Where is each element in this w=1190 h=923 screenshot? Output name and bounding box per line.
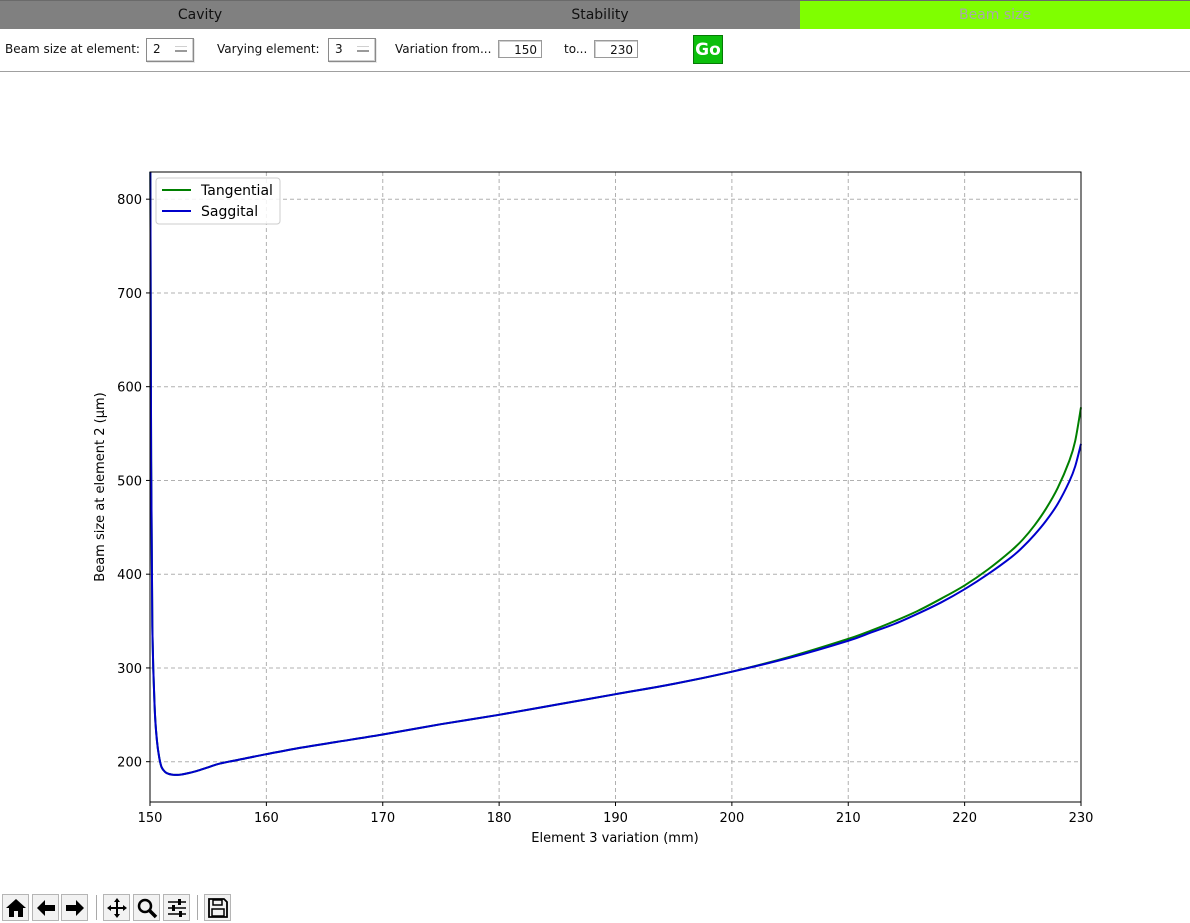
zoom-button[interactable] bbox=[133, 894, 160, 921]
go-button[interactable]: Go bbox=[693, 35, 723, 64]
pan-icon bbox=[107, 898, 127, 918]
variation-from-label: Variation from... bbox=[395, 42, 492, 56]
x-tick-label: 150 bbox=[138, 811, 163, 826]
beam-size-chart: 150 160 170 180 190 200 210 220 230 200 300 400 500… bbox=[93, 171, 1094, 846]
x-axis-label: Element 3 variation (mm) bbox=[531, 831, 698, 846]
x-tick-label: 160 bbox=[254, 811, 279, 826]
forward-button[interactable] bbox=[61, 894, 88, 921]
series-line-saggital bbox=[149, 171, 1082, 776]
spinbox-arrow-icon[interactable] bbox=[175, 44, 187, 52]
configure-button[interactable] bbox=[163, 894, 190, 921]
y-tick-label: 200 bbox=[117, 756, 142, 771]
x-tick-label: 220 bbox=[952, 811, 977, 826]
beam-size-element-spinbox[interactable]: 2 bbox=[146, 38, 194, 62]
y-ticks: 200 300 400 500 600 700 800 bbox=[117, 193, 150, 771]
y-tick-label: 500 bbox=[117, 474, 142, 489]
variation-to-input[interactable]: 230 bbox=[594, 40, 638, 58]
y-tick-label: 700 bbox=[117, 287, 142, 302]
tab-bar: Cavity Stability Beam size bbox=[0, 0, 1190, 29]
variation-to-label: to... bbox=[564, 42, 588, 56]
tab-stability[interactable]: Stability bbox=[400, 0, 800, 29]
varying-element-value: 3 bbox=[335, 42, 343, 56]
navigation-toolbar bbox=[0, 892, 1190, 923]
back-button[interactable] bbox=[32, 894, 59, 921]
beam-size-label: Beam size at element: bbox=[5, 42, 140, 56]
y-tick-label: 300 bbox=[117, 662, 142, 677]
legend-label-tangential: Tangential bbox=[200, 183, 273, 199]
x-ticks: 150 160 170 180 190 200 210 220 230 bbox=[138, 802, 1094, 826]
back-icon bbox=[37, 900, 55, 916]
x-tick-label: 170 bbox=[370, 811, 395, 826]
controls-bar: Beam size at element: 2 Varying element:… bbox=[0, 29, 1190, 72]
y-axis-label: Beam size at element 2 (µm) bbox=[93, 392, 108, 581]
y-tick-label: 600 bbox=[117, 381, 142, 396]
configure-icon bbox=[168, 899, 186, 917]
x-tick-label: 210 bbox=[836, 811, 861, 826]
x-tick-label: 230 bbox=[1069, 811, 1094, 826]
save-button[interactable] bbox=[204, 894, 231, 921]
variation-from-input[interactable]: 150 bbox=[498, 40, 542, 58]
beam-size-element-value: 2 bbox=[153, 42, 161, 56]
tab-cavity[interactable]: Cavity bbox=[0, 0, 400, 29]
legend: Tangential Saggital bbox=[155, 177, 281, 225]
x-tick-label: 190 bbox=[603, 811, 628, 826]
y-tick-label: 400 bbox=[117, 568, 142, 583]
varying-element-label: Varying element: bbox=[217, 42, 320, 56]
x-tick-label: 180 bbox=[487, 811, 512, 826]
zoom-icon bbox=[137, 898, 158, 919]
home-icon bbox=[6, 899, 26, 917]
toolbar-separator bbox=[197, 895, 198, 920]
spinbox-arrow-icon[interactable] bbox=[357, 44, 369, 52]
toolbar-separator bbox=[96, 895, 97, 920]
varying-element-spinbox[interactable]: 3 bbox=[328, 38, 376, 62]
y-tick-label: 800 bbox=[117, 193, 142, 208]
home-button[interactable] bbox=[2, 894, 29, 921]
legend-label-saggital: Saggital bbox=[201, 204, 258, 220]
save-icon bbox=[208, 898, 228, 918]
pan-button[interactable] bbox=[103, 894, 130, 921]
tab-beam-size[interactable]: Beam size bbox=[800, 0, 1190, 29]
forward-icon bbox=[66, 900, 84, 916]
plot-lines bbox=[149, 171, 1082, 776]
x-tick-label: 200 bbox=[719, 811, 744, 826]
grid-lines bbox=[150, 172, 1081, 802]
